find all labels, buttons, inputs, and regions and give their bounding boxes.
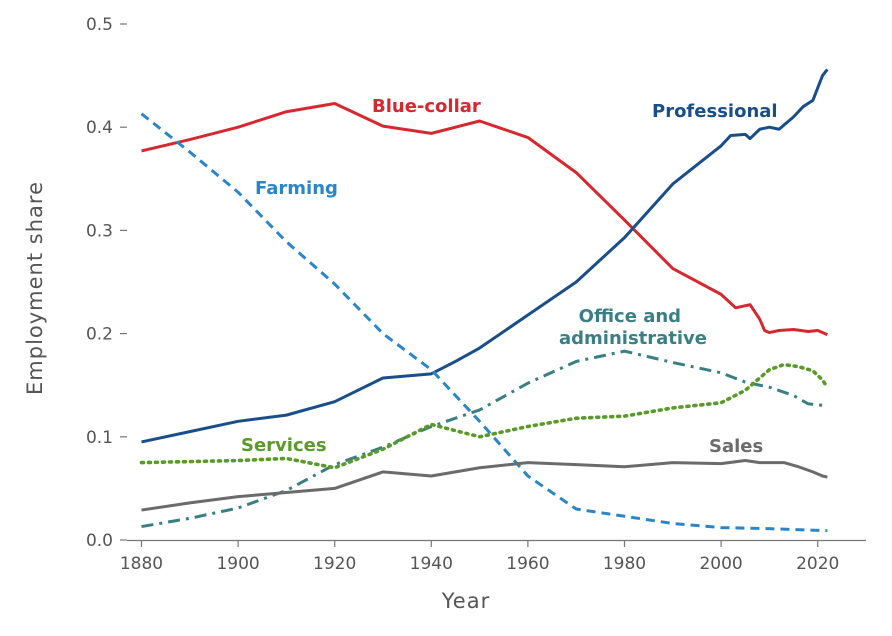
x-tick-label-1960: 1960	[506, 554, 549, 574]
y-ticks: 0.0 0.1 0.2 0.3 0.4 0.5	[86, 15, 127, 551]
x-tick-label-1980: 1980	[603, 554, 646, 574]
series-label-professional: Professional	[652, 101, 778, 122]
y-tick-label-5: 0.5	[86, 15, 113, 35]
series-line-professional	[141, 68, 829, 444]
series-line-blue-collar	[141, 101, 828, 337]
x-tick-label-1920: 1920	[313, 554, 356, 574]
series-label-sales: Sales	[709, 436, 763, 457]
series-line-farming	[140, 112, 828, 533]
series-label-services: Services	[241, 435, 327, 456]
x-tick-label-2000: 2000	[699, 554, 742, 574]
series-lines	[139, 68, 830, 533]
series-line-sales	[141, 459, 828, 512]
x-tick-label-1880: 1880	[120, 554, 163, 574]
y-tick-label-1: 0.1	[86, 428, 113, 448]
x-tick-label-1900: 1900	[216, 554, 259, 574]
x-tick-label-1940: 1940	[410, 554, 453, 574]
axes: 1880 1900 1920 1940 1960 1980 2000 2020 0.00.10…	[86, 15, 866, 574]
series-label-office-line2: administrative	[559, 328, 707, 349]
y-axis-title: Employment share	[23, 181, 47, 395]
y-tick-label-3: 0.3	[86, 221, 113, 241]
series-line-services	[139, 362, 830, 470]
y-tick-label-4: 0.4	[86, 118, 113, 138]
series-label-blue-collar: Blue-collar	[372, 96, 481, 117]
y-tick-label-0: 0.0	[86, 531, 113, 551]
x-axis-title: Year	[441, 589, 490, 613]
x-ticks: 1880 1900 1920 1940 1960 1980 2000 2020	[120, 540, 839, 574]
x-tick-label-2020: 2020	[796, 554, 839, 574]
y-tick-label-2: 0.2	[86, 325, 113, 345]
series-line-office-and-administrative	[141, 349, 828, 529]
series-label-office-line1: Office and	[579, 306, 681, 327]
series-label-farming: Farming	[255, 178, 338, 199]
series-label-office-administrative: Office and administrative	[559, 306, 707, 349]
